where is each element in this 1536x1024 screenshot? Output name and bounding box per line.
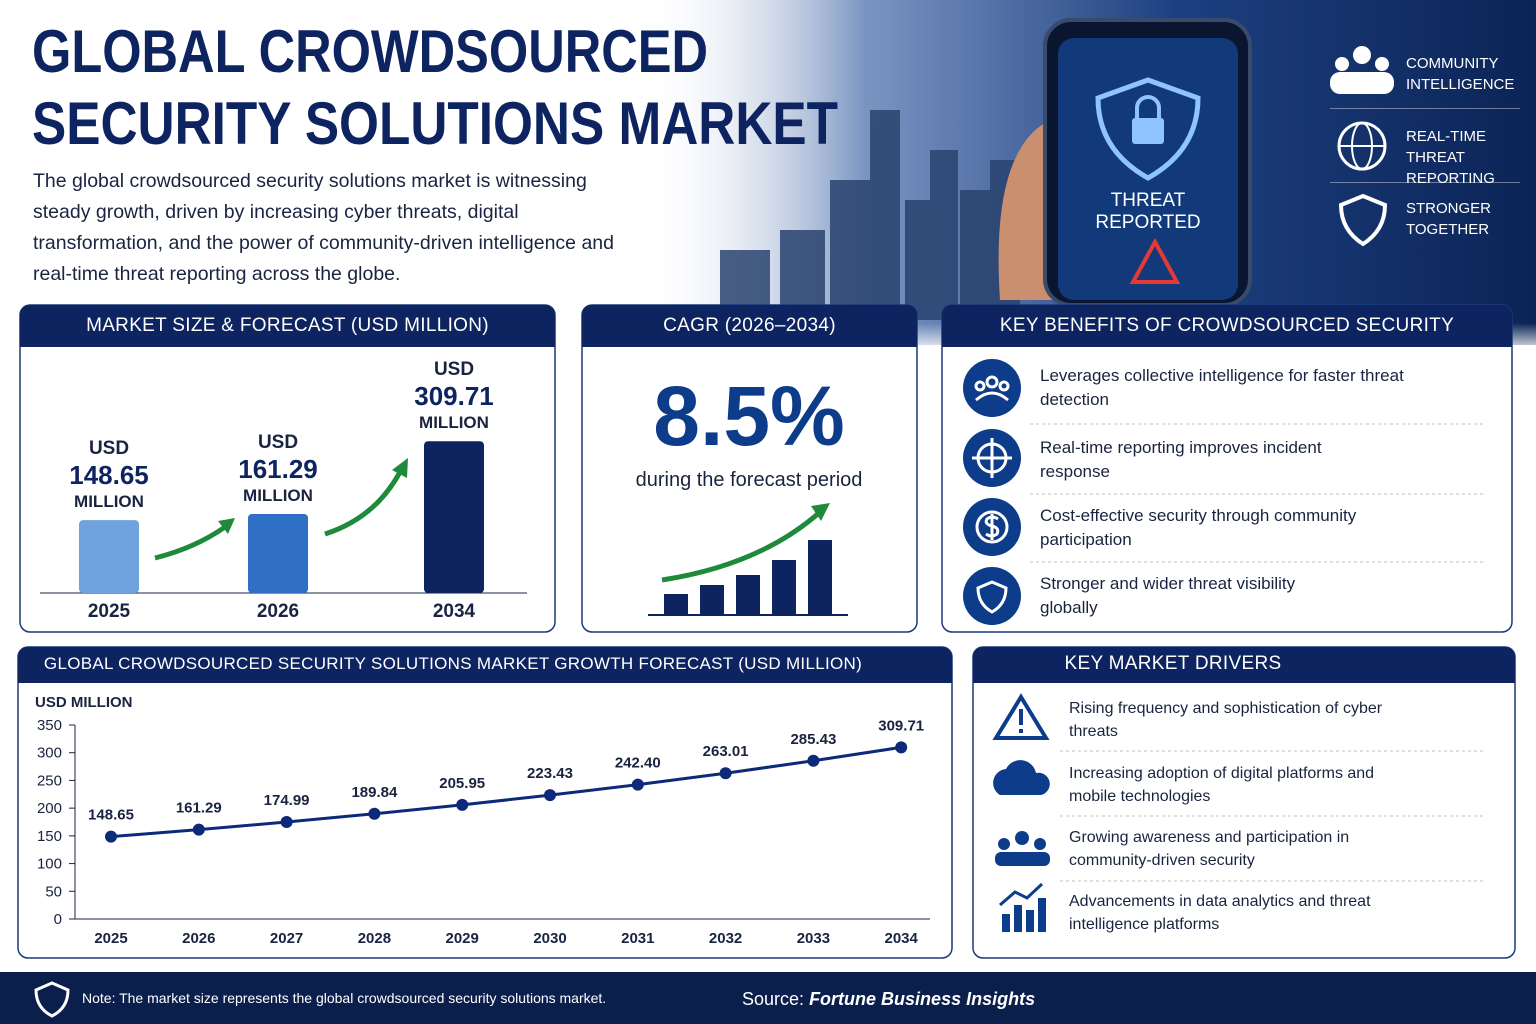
highlight-icons xyxy=(1330,46,1520,247)
lock-icon xyxy=(1132,118,1164,144)
x-tick-label: 2027 xyxy=(270,930,303,947)
value-label: 148.65 xyxy=(69,460,149,490)
unit-suffix: MILLION xyxy=(419,413,489,432)
point xyxy=(368,807,381,820)
panel-headers xyxy=(18,305,1515,683)
driver: Increasing adoption of digital platforms… xyxy=(1069,765,1375,805)
unit-suffix: MILLION xyxy=(243,486,313,505)
y-tick-label: 200 xyxy=(37,800,62,817)
x-tick-label: 2026 xyxy=(182,930,215,947)
x-tick-label: 2026 xyxy=(257,601,299,622)
unit-prefix: USD xyxy=(89,438,129,459)
panel-title: KEY BENEFITS OF CROWDSOURCED SECURITY xyxy=(999,315,1455,336)
point xyxy=(631,778,644,791)
panel-title: KEY MARKET DRIVERS xyxy=(1064,653,1282,674)
point xyxy=(544,789,556,802)
x-tick-label: 2034 xyxy=(885,930,919,947)
point xyxy=(895,741,908,754)
title-line-1: GLOBAL CROWDSOURCED xyxy=(32,18,708,85)
y-tick-label: 350 xyxy=(37,717,62,734)
benefit: Real-time reporting improves incident re… xyxy=(1040,438,1322,481)
line xyxy=(110,745,902,839)
point xyxy=(192,823,205,836)
cagr-caption: during the forecast period xyxy=(636,469,863,491)
x-tick-label: 2034 xyxy=(433,601,476,622)
phone-screen xyxy=(1058,38,1238,300)
x-tick-label: 2031 xyxy=(621,930,654,947)
point xyxy=(456,798,469,811)
panel-title: MARKET SIZE & FORECAST (USD MILLION) xyxy=(86,315,489,336)
benefit: Stronger and wider threat visibility glo… xyxy=(1040,574,1296,617)
growth-arrowheads xyxy=(218,458,830,534)
bar xyxy=(79,520,139,593)
phone-alert: THREAT REPORTED xyxy=(1095,190,1201,233)
value-label: 189.84 xyxy=(351,784,398,801)
cagr-value: 8.5% xyxy=(653,369,844,463)
driver: Advancements in data analytics and threa… xyxy=(1069,893,1371,933)
footer-source: Source: Fortune Business Insights xyxy=(742,989,1035,1010)
benefit: Leverages collective intelligence for fa… xyxy=(1040,366,1404,409)
x-tick-label: 2029 xyxy=(446,930,479,947)
bar xyxy=(248,513,308,593)
value-label: 285.43 xyxy=(790,731,836,748)
lock-shackle xyxy=(1135,95,1161,118)
highlight: STRONGER TOGETHER xyxy=(1406,200,1492,238)
value-label: 242.40 xyxy=(615,755,661,772)
y-tick-label: 150 xyxy=(37,828,62,845)
x-tick-label: 2030 xyxy=(533,930,566,947)
x-tick-label: 2032 xyxy=(709,930,742,947)
value-label: 309.71 xyxy=(414,381,494,411)
x-tick-label: 2033 xyxy=(797,930,830,947)
panels xyxy=(17,304,1516,959)
benefit-icon-glyphs xyxy=(972,375,1012,614)
y-tick-label: 0 xyxy=(54,911,62,928)
point xyxy=(719,767,732,780)
value-label: 161.29 xyxy=(176,800,222,817)
benefit: Cost-effective security through communit… xyxy=(1040,506,1357,549)
shield-icon xyxy=(1095,77,1201,181)
footer-band xyxy=(0,972,1536,1024)
driver: Rising frequency and sophistication of c… xyxy=(1069,700,1383,740)
y-tick-label: 250 xyxy=(37,772,62,789)
value-label: 174.99 xyxy=(264,792,310,809)
highlight: COMMUNITY INTELLIGENCE xyxy=(1406,55,1515,93)
value-label: 263.01 xyxy=(703,743,749,760)
unit-prefix: USD xyxy=(434,359,474,380)
source-name: Fortune Business Insights xyxy=(809,989,1036,1009)
highlight: REAL-TIME THREAT REPORTING xyxy=(1406,128,1495,187)
x-tick-label: 2025 xyxy=(88,601,131,622)
value-label: 223.43 xyxy=(527,765,573,782)
value-label: 205.95 xyxy=(439,775,485,792)
x-tick-label: 2025 xyxy=(94,930,127,947)
growth-arrows xyxy=(154,470,822,583)
footer-icon xyxy=(34,981,70,1018)
unit-prefix: USD xyxy=(258,432,298,453)
panel-title: CAGR (2026–2034) xyxy=(663,315,836,336)
point xyxy=(105,830,117,843)
y-axis-label: USD MILLION xyxy=(35,694,133,711)
unit-suffix: MILLION xyxy=(74,492,144,511)
driver-icons xyxy=(992,693,1050,932)
y-tick-label: 300 xyxy=(37,745,62,762)
title-line-2: SECURITY SOLUTIONS MARKET xyxy=(32,90,838,157)
x-tick-label: 2028 xyxy=(358,930,391,947)
y-tick-label: 50 xyxy=(45,883,62,900)
description: The global crowdsourced security solutio… xyxy=(33,170,614,285)
driver: Growing awareness and participation in c… xyxy=(1069,829,1350,869)
cagr-icon xyxy=(648,540,848,616)
alert-icon xyxy=(1129,237,1181,284)
point xyxy=(280,816,293,829)
point xyxy=(807,754,820,767)
y-tick-label: 100 xyxy=(37,856,62,873)
source-label: Source: xyxy=(742,989,805,1009)
value-label: 161.29 xyxy=(238,454,318,484)
value-label: 309.71 xyxy=(878,717,924,734)
footer-note: Note: The market size represents the glo… xyxy=(82,990,607,1006)
value-label: 148.65 xyxy=(88,807,134,824)
bar xyxy=(424,441,484,593)
panel-title: GLOBAL CROWDSOURCED SECURITY SOLUTIONS M… xyxy=(43,654,863,673)
dividers xyxy=(1030,423,1486,882)
